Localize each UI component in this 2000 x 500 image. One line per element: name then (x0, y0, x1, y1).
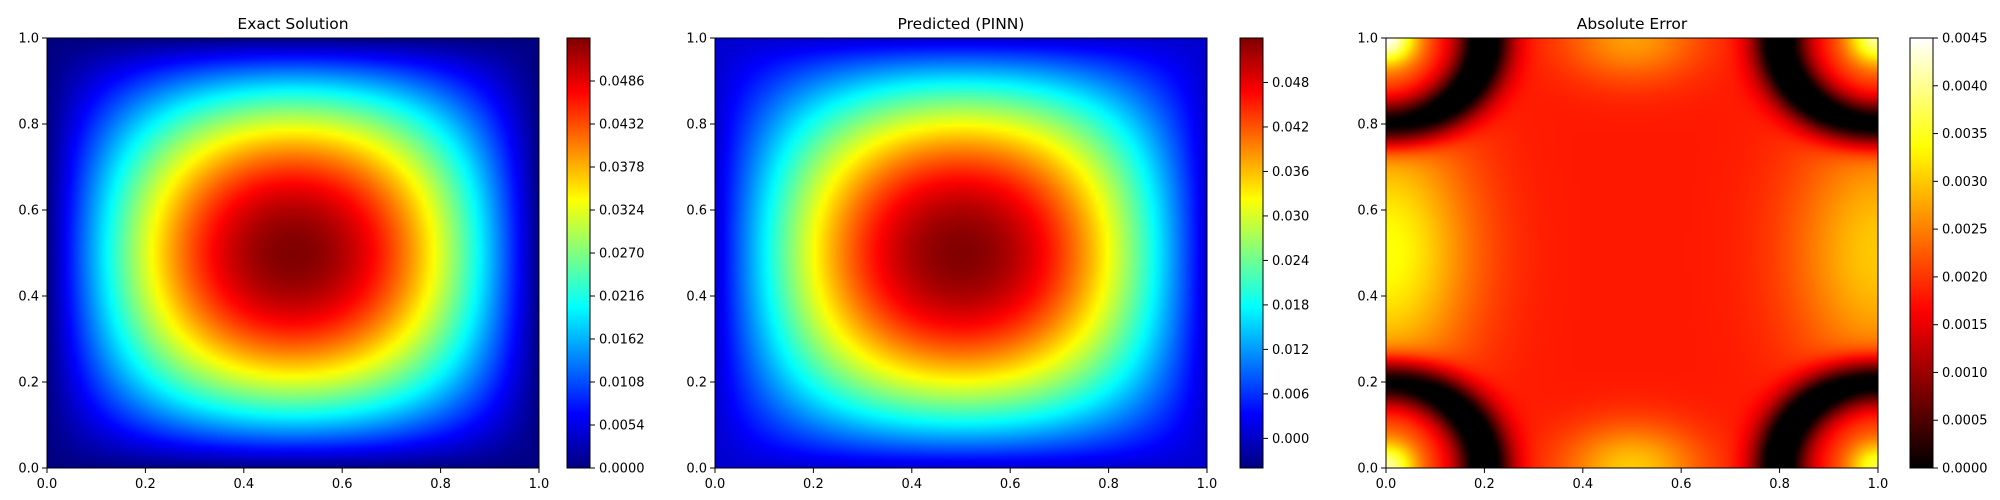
heatmap-error (1386, 38, 1878, 468)
colorbar-tick-label: 0.036 (1272, 165, 1309, 180)
colorbar-tick-label: 0.048 (1272, 76, 1309, 91)
colorbar-tick-label: 0.0000 (599, 462, 645, 477)
colorbar: 0.0000 0.0054 0.0108 0.0162 0.0216 0.0270 0.03… (566, 37, 645, 477)
panel-title: Exact Solution (237, 15, 348, 33)
x-tick-label: 0.4 (1572, 477, 1593, 492)
x-tick-label: 0.6 (1671, 477, 1692, 492)
y-tick-label: 0.4 (1357, 290, 1378, 305)
colorbar-tick-label: 0.0000 (1942, 462, 1988, 477)
colorbar-tick-label: 0.0324 (599, 204, 645, 219)
colorbar-tick-label: 0.024 (1272, 254, 1309, 269)
y-tick-label: 0.8 (1357, 118, 1378, 133)
colorbar-tick-label: 0.042 (1272, 120, 1309, 135)
colorbar-tick-label: 0.0108 (599, 376, 645, 391)
colorbar-tick-label: 0.0030 (1942, 175, 1988, 190)
y-tick-label: 0.2 (1357, 376, 1378, 391)
heatmap-predicted (715, 38, 1207, 468)
colorbar-gradient (567, 38, 590, 468)
colorbar-tick-label: 0.0432 (599, 118, 645, 133)
heatmap-exact (47, 38, 539, 468)
y-tick-label: 0.6 (18, 204, 39, 219)
y-tick-label: 0.2 (686, 376, 707, 391)
panel-title: Predicted (PINN) (898, 15, 1025, 33)
panel-title: Absolute Error (1577, 15, 1688, 33)
plot-frame (714, 37, 1208, 469)
x-tick-label: 0.2 (1474, 477, 1495, 492)
x-tick-label: 0.2 (135, 477, 156, 492)
y-tick-label: 0.8 (18, 118, 39, 133)
colorbar-tick-label: 0.0162 (599, 333, 645, 348)
x-tick-label: 1.0 (529, 477, 550, 492)
colorbar-tick-label: 0.0270 (599, 247, 645, 262)
x-tick-label: 0.8 (1098, 477, 1119, 492)
colorbar-frame (1239, 37, 1264, 469)
y-tick-label: 0.2 (18, 376, 39, 391)
y-tick-label: 0.6 (686, 204, 707, 219)
x-tick-label: 0.0 (37, 477, 58, 492)
colorbar-tick-label: 0.0025 (1942, 223, 1988, 238)
x-tick-label: 1.0 (1868, 477, 1889, 492)
colorbar-tick-label: 0.0040 (1942, 79, 1988, 94)
x-tick-label: 0.4 (901, 477, 922, 492)
y-tick-label: 0.6 (1357, 204, 1378, 219)
colorbar-tick-label: 0.018 (1272, 298, 1309, 313)
plot-frame (46, 37, 540, 469)
colorbar-tick-label: 0.0486 (599, 75, 645, 90)
colorbar-tick-label: 0.0045 (1942, 32, 1988, 47)
colorbar-tick-label: 0.0010 (1942, 366, 1988, 381)
colorbar-tick-label: 0.0378 (599, 161, 645, 176)
colorbar-tick-label: 0.030 (1272, 209, 1309, 224)
colorbar-tick-label: 0.0020 (1942, 270, 1988, 285)
y-tick-label: 1.0 (1357, 32, 1378, 47)
panel-exact: Exact Solution 0.0 0.2 0.4 0.6 0.8 1.0 0.0 0.2 0.… (18, 15, 644, 492)
colorbar: 0.000 0.006 0.012 0.018 0.024 0.030 0.036 0.042… (1239, 37, 1309, 469)
colorbar-frame (1909, 37, 1934, 469)
y-tick-label: 1.0 (686, 32, 707, 47)
x-tick-label: 0.4 (233, 477, 254, 492)
colorbar-tick-label: 0.000 (1272, 432, 1309, 447)
x-tick-label: 0.0 (705, 477, 726, 492)
colorbar-gradient (1240, 38, 1263, 468)
colorbar-gradient (1910, 38, 1933, 468)
y-tick-label: 0.0 (1357, 462, 1378, 477)
x-tick-label: 0.2 (803, 477, 824, 492)
plot-frame (1385, 37, 1879, 469)
colorbar-tick-label: 0.0035 (1942, 127, 1988, 142)
y-tick-label: 0.4 (686, 290, 707, 305)
x-tick-label: 0.6 (1000, 477, 1021, 492)
y-tick-label: 1.0 (18, 32, 39, 47)
colorbar-tick-label: 0.0005 (1942, 414, 1988, 429)
panel-error: Absolute Error 0.0 0.2 0.4 0.6 0.8 1.0 0.0 0.2 0.… (1357, 15, 1987, 492)
y-tick-label: 0.8 (686, 118, 707, 133)
colorbar-tick-label: 0.0015 (1942, 318, 1988, 333)
y-tick-label: 0.0 (18, 462, 39, 477)
x-tick-label: 0.8 (430, 477, 451, 492)
x-tick-label: 0.6 (332, 477, 353, 492)
colorbar-tick-label: 0.0216 (599, 290, 645, 305)
y-tick-label: 0.4 (18, 290, 39, 305)
x-tick-label: 0.8 (1769, 477, 1790, 492)
panel-predicted: Predicted (PINN) 0.0 0.2 0.4 0.6 0.8 1.0 0.0 0.2… (686, 15, 1309, 492)
colorbar-tick-label: 0.012 (1272, 343, 1309, 358)
colorbar-tick-label: 0.0054 (599, 419, 645, 434)
colorbar: 0.0000 0.0005 0.0010 0.0015 0.0020 0.0025 0.00… (1909, 32, 1988, 477)
y-tick-label: 0.0 (686, 462, 707, 477)
x-tick-label: 1.0 (1197, 477, 1218, 492)
x-tick-label: 0.0 (1376, 477, 1397, 492)
colorbar-tick-label: 0.006 (1272, 387, 1309, 402)
